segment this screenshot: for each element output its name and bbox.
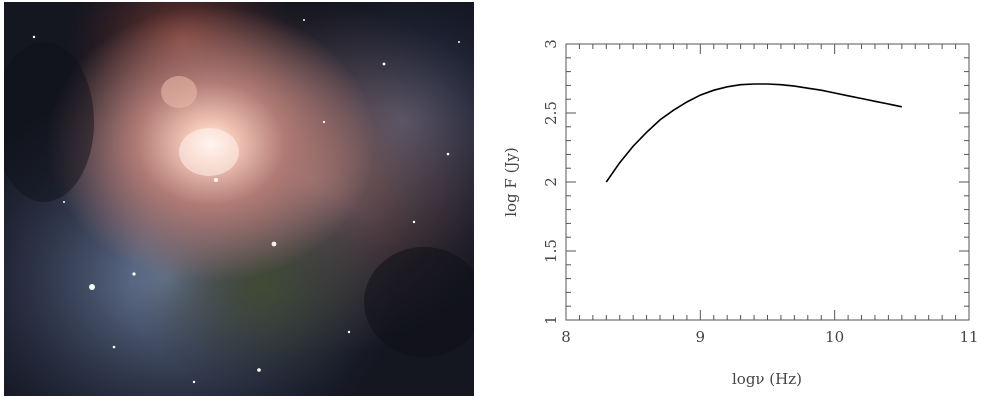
y-tick-label: 2 <box>542 177 560 187</box>
plot-panel: 8 9 10 11 1 1.5 2 2.5 3 logν (Hz) log F (Jy) <box>490 0 985 400</box>
x-tick-label: 9 <box>696 328 706 346</box>
series-line <box>605 83 902 183</box>
x-tick-label: 10 <box>825 328 844 346</box>
y-tick-label: 1.5 <box>542 239 560 263</box>
nebula-image <box>0 2 484 396</box>
y-axis-label: log F (Jy) <box>502 147 520 217</box>
y-tick-label: 2.5 <box>542 101 560 125</box>
axis-ticks <box>565 43 970 321</box>
y-tick-labels: 1 1.5 2 2.5 3 <box>542 39 560 325</box>
x-axis-label: logν (Hz) <box>732 370 802 388</box>
plot-frame <box>565 43 970 321</box>
x-tick-labels: 8 9 10 11 <box>561 328 978 346</box>
x-tick-label: 8 <box>561 328 571 346</box>
x-tick-label: 11 <box>959 328 978 346</box>
y-tick-label: 3 <box>542 39 560 49</box>
y-tick-label: 1 <box>542 315 560 325</box>
